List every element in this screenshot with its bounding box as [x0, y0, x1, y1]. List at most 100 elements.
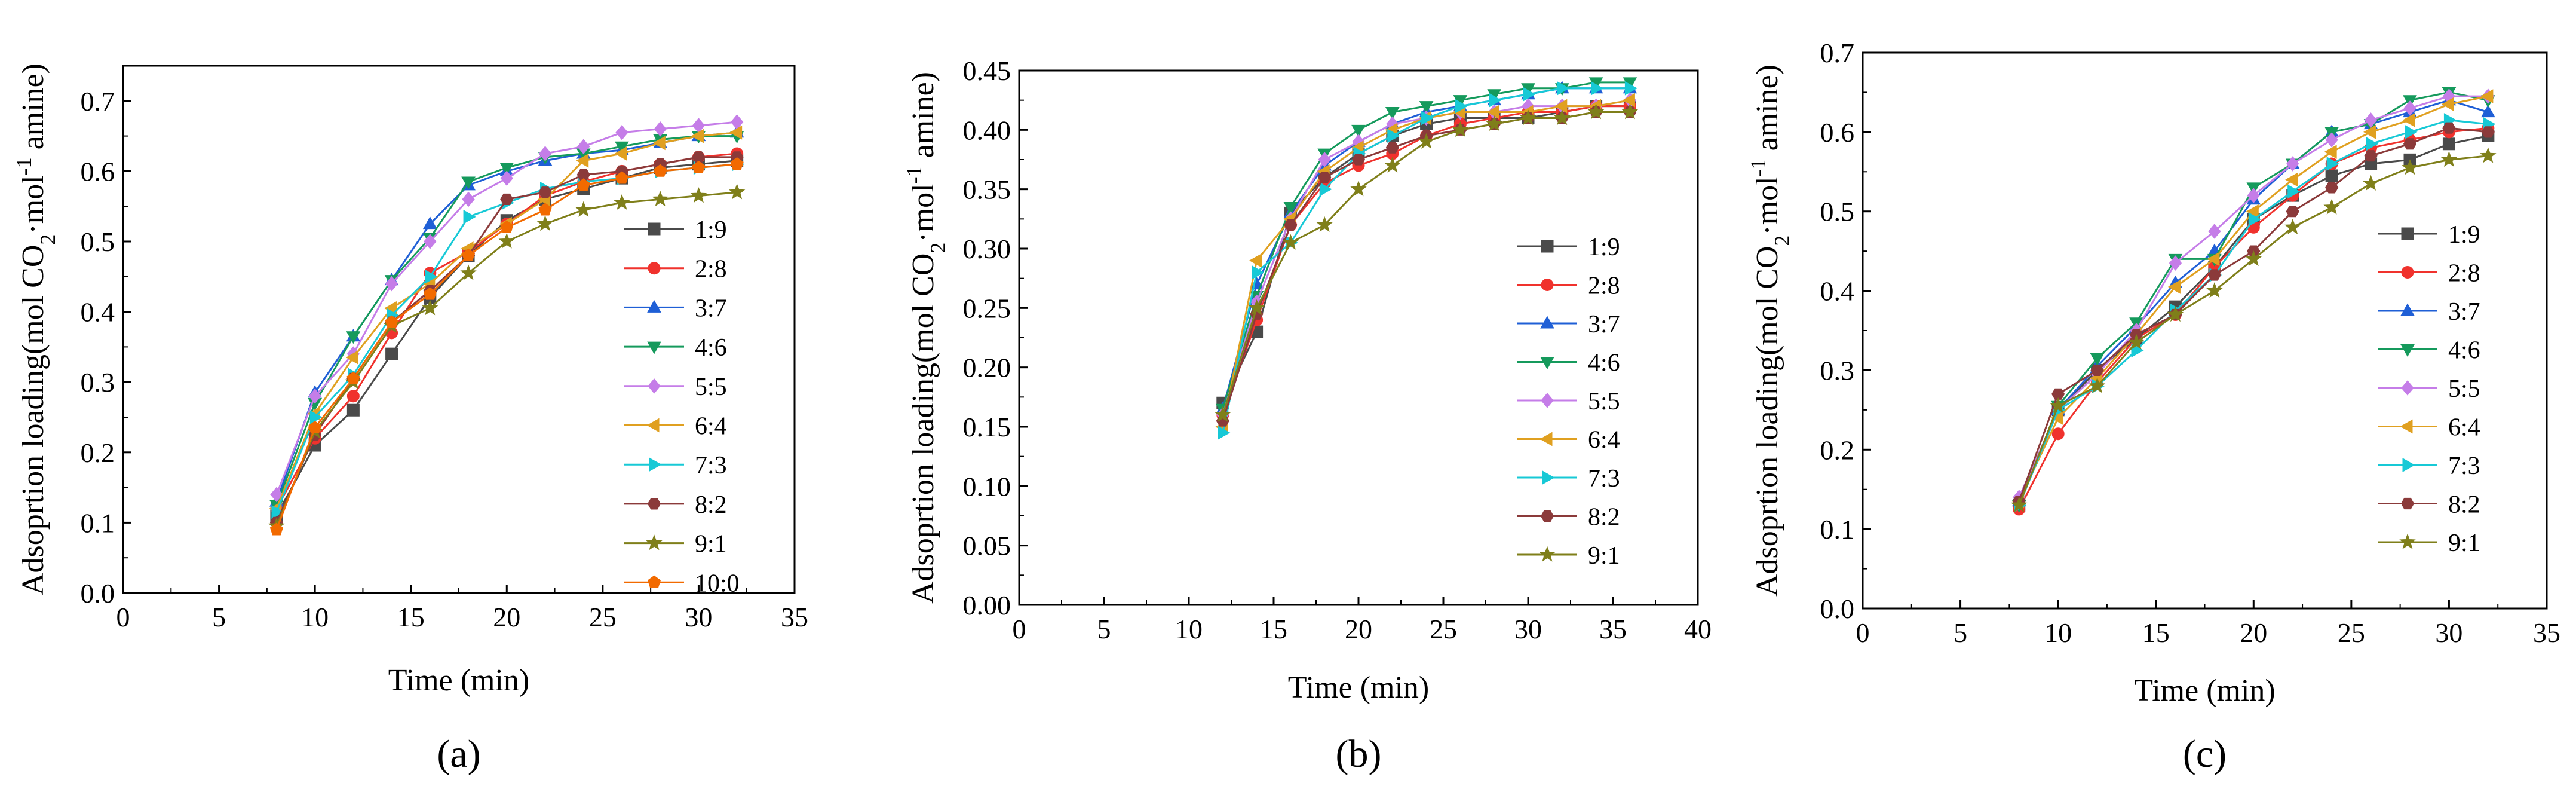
legend-marker: [647, 341, 661, 354]
data-point: [2207, 269, 2221, 281]
legend-marker: [1540, 432, 1553, 446]
legend-marker: [1541, 240, 1554, 253]
data-point: [1486, 105, 1499, 120]
x-tick-label: 15: [1260, 614, 1287, 644]
x-tick-label: 0: [1856, 617, 1870, 648]
legend-label: 10:0: [695, 570, 740, 597]
x-tick-label: 25: [589, 602, 617, 632]
data-point: [1452, 121, 1469, 137]
series-line: [1222, 111, 1630, 421]
legend-marker: [648, 262, 661, 275]
series-2-8: [2013, 121, 2495, 516]
legend-label: 1:9: [1588, 234, 1620, 261]
legend-item: 6:4: [624, 413, 727, 441]
data-point: [500, 193, 514, 206]
data-point: [269, 522, 283, 536]
data-point: [654, 164, 667, 177]
legend-marker: [2399, 533, 2416, 549]
data-point: [2245, 250, 2262, 267]
x-tick-label: 0: [116, 602, 130, 632]
series-line: [1222, 111, 1630, 415]
legend-item: 9:1: [1517, 542, 1620, 570]
data-point: [270, 487, 283, 503]
x-tick-label: 20: [2240, 617, 2267, 648]
legend-item: 5:5: [624, 374, 727, 401]
data-point: [422, 299, 438, 316]
data-point: [577, 139, 590, 155]
data-point: [1218, 426, 1231, 440]
legend-marker: [1541, 279, 1554, 291]
data-point: [346, 403, 360, 417]
data-point: [2284, 218, 2301, 234]
y-tick-label: 0.2: [81, 438, 115, 468]
data-point: [2326, 157, 2339, 171]
data-point: [462, 191, 475, 207]
chart-panel-c: 0 5 10 15 20 25 30 35 0.0 0.1 0.2 0.3 0.4 0.5 0.6 0.7 Ti…: [1746, 38, 2560, 776]
series-line: [275, 156, 737, 524]
legend-label: 5:5: [2448, 375, 2480, 403]
legend-label: 8:2: [695, 491, 727, 519]
data-point: [1316, 216, 1333, 232]
legend-label: 4:6: [2448, 337, 2480, 365]
legend-label: 3:7: [695, 295, 727, 322]
legend-marker: [646, 418, 660, 433]
y-tick-label: 0.25: [963, 293, 1011, 323]
data-point: [1283, 201, 1298, 215]
data-point: [308, 388, 321, 404]
data-point: [1554, 99, 1568, 114]
series-line: [275, 131, 737, 509]
data-point: [2366, 136, 2379, 151]
data-point: [424, 234, 437, 249]
data-point: [499, 163, 514, 176]
data-point: [2481, 105, 2495, 118]
y-axis-title: Adsoprtion loading(mol CO2·mol-1 amine): [12, 63, 60, 595]
y-axis-title-part: -1: [12, 157, 36, 175]
series-1-9: [270, 154, 744, 522]
y-tick-label: 0.10: [963, 471, 1011, 501]
data-point: [2403, 100, 2416, 116]
data-point: [1557, 81, 1570, 96]
x-tick-label: 30: [685, 602, 712, 632]
y-tick-label: 0.4: [1820, 276, 1855, 307]
y-tick-label: 0.00: [963, 590, 1011, 620]
legend-item: 1:9: [1517, 234, 1620, 261]
data-point: [575, 201, 592, 217]
data-point: [1418, 133, 1435, 149]
data-point: [1520, 109, 1537, 126]
data-point: [2167, 280, 2181, 294]
data-point: [2247, 188, 2260, 203]
legend-label: 5:5: [1588, 388, 1620, 415]
y-tick-label: 0.40: [963, 115, 1011, 145]
data-point: [385, 347, 398, 360]
legend-item: 2:8: [1517, 273, 1620, 300]
y-axis-title-part: 2: [1770, 236, 1794, 246]
legend-label: 7:3: [1588, 465, 1620, 493]
series-6-4: [2011, 89, 2494, 509]
series-8-2: [269, 151, 744, 528]
data-point: [2481, 126, 2495, 138]
data-point: [2207, 252, 2220, 267]
legend-label: 6:4: [2448, 414, 2480, 442]
data-point: [2442, 137, 2455, 151]
data-point: [576, 153, 589, 168]
data-point: [2442, 122, 2456, 134]
y-tick-label: 0.05: [963, 531, 1011, 561]
panel-caption: (b): [1336, 732, 1382, 776]
series-line: [1222, 105, 1630, 415]
y-axis-title-part: ·mol: [1750, 176, 1784, 235]
data-point: [1318, 152, 1331, 167]
legend-marker: [649, 457, 662, 472]
data-point: [2169, 255, 2182, 271]
legend-item: 4:6: [2378, 337, 2480, 365]
legend-label: 7:3: [695, 452, 727, 479]
data-point: [2364, 150, 2378, 162]
legend-item: 7:3: [624, 452, 727, 479]
data-point: [2090, 353, 2105, 366]
x-tick-label: 30: [2435, 617, 2462, 648]
series-line: [1222, 99, 1630, 427]
x-tick-label: 20: [493, 602, 520, 632]
data-point: [1384, 157, 1401, 173]
y-tick-label: 0.4: [81, 297, 115, 328]
data-point: [576, 178, 590, 191]
